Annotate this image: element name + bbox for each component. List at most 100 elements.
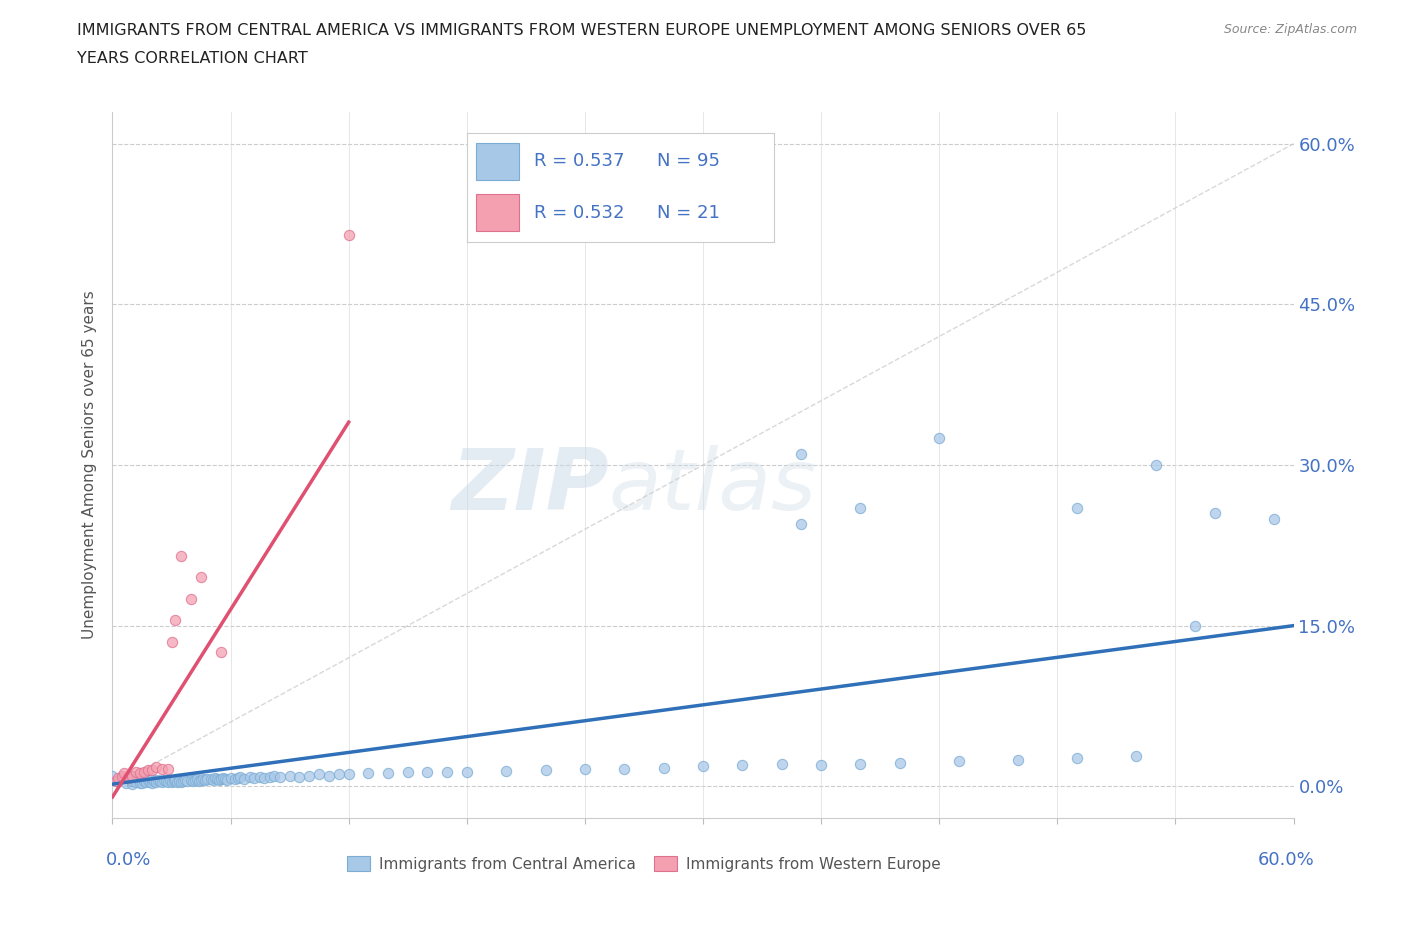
- Point: [209, 771, 232, 786]
- Point: [1066, 500, 1088, 515]
- Point: [214, 771, 236, 786]
- Point: [136, 773, 159, 788]
- Point: [259, 769, 281, 784]
- Point: [243, 770, 266, 785]
- Point: [692, 759, 714, 774]
- Point: [160, 775, 183, 790]
- Point: [152, 773, 174, 788]
- Point: [165, 613, 187, 628]
- Point: [169, 774, 191, 789]
- Point: [613, 762, 636, 777]
- Point: [139, 775, 162, 790]
- Point: [328, 767, 350, 782]
- Point: [127, 771, 149, 786]
- Point: [416, 764, 439, 779]
- Point: [131, 776, 153, 790]
- Point: [121, 774, 143, 789]
- Text: atlas: atlas: [609, 445, 817, 527]
- Point: [228, 770, 250, 785]
- Point: [131, 770, 153, 785]
- Point: [288, 769, 311, 784]
- Point: [205, 771, 228, 786]
- Point: [928, 431, 950, 445]
- Point: [170, 775, 193, 790]
- Point: [117, 770, 139, 785]
- Y-axis label: Unemployment Among Seniors over 65 years: Unemployment Among Seniors over 65 years: [82, 291, 97, 640]
- Point: [652, 761, 675, 776]
- Point: [201, 773, 224, 788]
- Point: [156, 762, 179, 777]
- Point: [121, 768, 143, 783]
- Point: [209, 645, 232, 660]
- Point: [105, 774, 128, 789]
- Point: [849, 756, 872, 771]
- Point: [121, 768, 143, 783]
- Point: [1066, 751, 1088, 766]
- Point: [224, 771, 246, 786]
- Point: [174, 773, 197, 788]
- Point: [790, 446, 813, 461]
- Point: [190, 570, 212, 585]
- Point: [249, 769, 271, 784]
- Point: [132, 764, 155, 779]
- Point: [318, 768, 340, 783]
- Point: [215, 773, 238, 788]
- Text: 0.0%: 0.0%: [105, 851, 150, 870]
- Text: IMMIGRANTS FROM CENTRAL AMERICA VS IMMIGRANTS FROM WESTERN EUROPE UNEMPLOYMENT A: IMMIGRANTS FROM CENTRAL AMERICA VS IMMIG…: [77, 23, 1087, 38]
- Point: [194, 773, 217, 788]
- Point: [181, 774, 204, 789]
- Point: [229, 769, 252, 784]
- Point: [156, 775, 179, 790]
- Point: [186, 771, 208, 786]
- Point: [200, 771, 222, 786]
- Point: [731, 757, 754, 772]
- Point: [141, 771, 163, 786]
- Point: [211, 770, 233, 785]
- Point: [142, 774, 165, 789]
- Point: [456, 764, 478, 779]
- Point: [770, 756, 793, 771]
- Point: [204, 770, 226, 785]
- Point: [129, 776, 152, 790]
- Point: [170, 549, 193, 564]
- Point: [208, 773, 231, 788]
- Point: [233, 771, 256, 786]
- Point: [190, 773, 212, 788]
- Point: [188, 774, 211, 789]
- Point: [141, 763, 163, 777]
- Point: [107, 774, 129, 789]
- Point: [149, 774, 172, 789]
- Point: [495, 764, 517, 778]
- Point: [263, 768, 285, 783]
- Point: [180, 773, 202, 788]
- Point: [357, 766, 380, 781]
- Point: [948, 753, 970, 768]
- Point: [253, 770, 276, 785]
- Text: YEARS CORRELATION CHART: YEARS CORRELATION CHART: [77, 51, 308, 66]
- Point: [121, 777, 143, 791]
- Point: [298, 768, 321, 783]
- Point: [125, 775, 148, 790]
- Point: [1263, 512, 1285, 526]
- Point: [135, 775, 157, 790]
- Point: [145, 775, 167, 790]
- Point: [889, 755, 911, 770]
- Legend: Immigrants from Central America, Immigrants from Western Europe: Immigrants from Central America, Immigra…: [340, 850, 948, 878]
- Point: [849, 500, 872, 515]
- Point: [162, 774, 184, 789]
- Point: [166, 775, 188, 790]
- Point: [136, 763, 159, 777]
- Point: [145, 760, 167, 775]
- Point: [574, 762, 596, 777]
- Point: [219, 770, 242, 785]
- Point: [195, 771, 218, 786]
- Point: [377, 766, 399, 781]
- Text: Source: ZipAtlas.com: Source: ZipAtlas.com: [1223, 23, 1357, 36]
- Point: [107, 770, 129, 785]
- Point: [436, 764, 458, 779]
- Point: [278, 768, 301, 783]
- Point: [112, 766, 135, 781]
- Point: [180, 591, 202, 606]
- Point: [1184, 618, 1206, 633]
- Text: 60.0%: 60.0%: [1258, 851, 1315, 870]
